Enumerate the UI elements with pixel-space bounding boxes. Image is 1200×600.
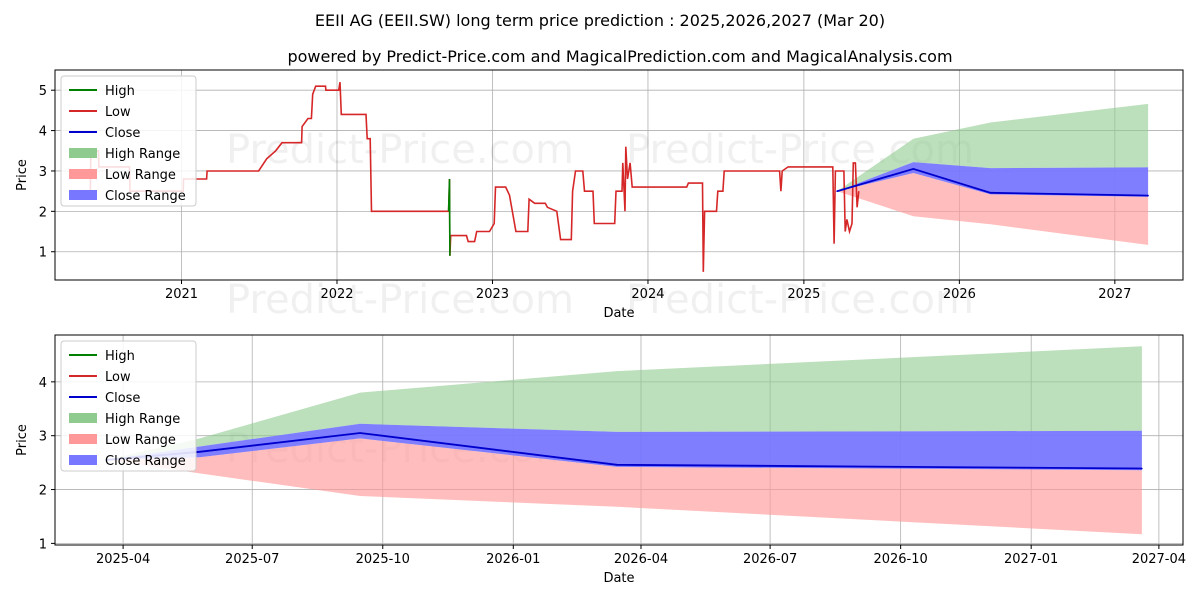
history-chart: Predict-Price.com Predict-Price.com Pred… <box>15 69 1184 323</box>
high-range-band <box>106 346 1142 460</box>
history-plot-frame <box>54 69 1184 281</box>
legend-high-range-swatch <box>69 148 97 158</box>
y-tick-label: 2 <box>39 205 47 220</box>
high-range-band <box>837 103 1149 192</box>
x-tick-label: 2024 <box>631 287 664 302</box>
forecast-axis-ticks: 2025-04 2025-07 2025-10 2026-01 2026-04 2026-… <box>39 376 1186 567</box>
history-legend: High Low Close High Range Low Range Close Ran… <box>60 75 197 207</box>
close-range-band <box>106 423 1142 471</box>
close-range-band <box>837 162 1149 197</box>
forecast-chart: Predict-Price.com Predict-Price.com 2025… <box>15 334 1186 586</box>
low-series-line <box>89 81 860 272</box>
close-point <box>1141 467 1143 470</box>
close-series-line <box>836 167 1149 197</box>
x-tick-label: 2025-04 <box>96 552 150 567</box>
legend-high-range-label: High Range <box>105 412 180 427</box>
legend-high-range-label: High Range <box>105 147 180 162</box>
close-point <box>989 191 992 194</box>
forecast-plot-frame <box>54 334 1184 546</box>
y-tick-label: 2 <box>39 484 47 499</box>
history-y-axis-label: Price <box>15 159 30 191</box>
watermark: Predict-Price.com <box>226 277 574 323</box>
x-tick-label: 2027-01 <box>1004 552 1058 567</box>
low-range-band <box>837 173 1149 245</box>
x-tick-label: 2023 <box>476 287 509 302</box>
x-tick-label: 2025-10 <box>356 552 410 567</box>
watermark: Predict-Price.com <box>626 277 974 323</box>
y-tick-label: 4 <box>39 376 47 391</box>
legend-low-label: Low <box>105 370 131 385</box>
history-axis-ticks: 2021 2022 2023 2024 2025 2026 2027 1 2 3 4 5 <box>39 84 1132 302</box>
chart-subtitle: powered by Predict-Price.com and Magical… <box>287 47 952 66</box>
legend-close-range-swatch <box>69 190 97 200</box>
legend-close-label: Close <box>105 126 140 141</box>
legend-high-range-swatch <box>69 413 97 423</box>
x-tick-label: 2026-04 <box>614 552 668 567</box>
close-point <box>198 451 201 453</box>
low-range-band <box>106 438 1142 535</box>
history-x-axis-label: Date <box>603 306 634 321</box>
close-point <box>616 463 618 466</box>
x-tick-label: 2022 <box>320 287 353 302</box>
y-tick-label: 3 <box>39 165 47 180</box>
legend-low-range-label: Low Range <box>105 433 176 448</box>
y-tick-label: 5 <box>39 84 47 99</box>
high-series-line <box>447 178 451 256</box>
legend-high-label: High <box>105 84 135 99</box>
forecast-legend: High Low Close High Range Low Range Close Ran… <box>60 340 197 472</box>
y-tick-label: 1 <box>39 246 47 261</box>
y-tick-label: 4 <box>39 125 47 140</box>
legend-close-range-label: Close Range <box>105 454 186 469</box>
legend-close-label: Close <box>105 391 140 406</box>
legend-low-range-label: Low Range <box>105 168 176 183</box>
y-tick-label: 1 <box>39 537 47 552</box>
x-tick-label: 2027 <box>1098 287 1131 302</box>
forecast-y-axis-label: Price <box>15 424 30 456</box>
close-point <box>912 168 915 170</box>
forecast-x-axis-label: Date <box>603 571 634 586</box>
x-tick-label: 2026-07 <box>743 552 797 567</box>
legend-close-range-swatch <box>69 455 97 465</box>
x-tick-label: 2025-07 <box>225 552 279 567</box>
close-point <box>359 432 361 434</box>
x-tick-label: 2021 <box>165 287 198 302</box>
legend-high-label: High <box>105 349 135 364</box>
x-tick-label: 2026-01 <box>486 552 540 567</box>
close-point <box>1147 194 1149 197</box>
forecast-series <box>105 346 1143 535</box>
close-point <box>836 190 838 192</box>
x-tick-label: 2027-04 <box>1132 552 1186 567</box>
chart-title: EEII AG (EEII.SW) long term price predic… <box>315 11 885 30</box>
legend-close-range-label: Close Range <box>105 189 186 204</box>
legend-low-label: Low <box>105 105 131 120</box>
legend-low-range-swatch <box>69 434 97 444</box>
watermark: Predict-Price.com <box>226 127 574 173</box>
x-tick-label: 2026-10 <box>873 552 927 567</box>
x-tick-label: 2025 <box>787 287 820 302</box>
x-tick-label: 2026 <box>943 287 976 302</box>
history-series <box>89 81 1149 272</box>
legend-low-range-swatch <box>69 169 97 179</box>
y-tick-label: 3 <box>39 430 47 445</box>
